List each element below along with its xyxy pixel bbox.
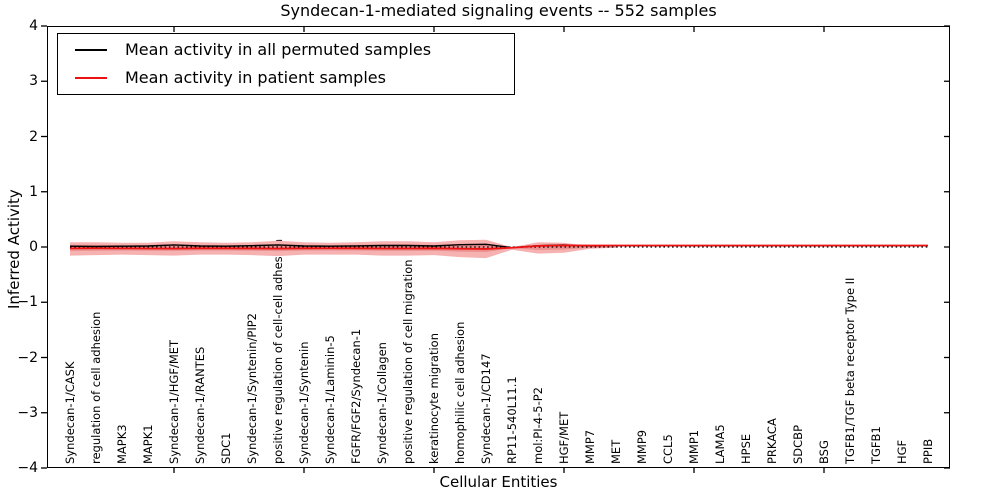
legend-label: Mean activity in all permuted samples (125, 40, 432, 59)
x-category-label: positive regulation of cell migration (401, 259, 415, 464)
y-tick-label: 1 (29, 183, 38, 200)
x-category-label: positive regulation of cell-cell adhesio… (271, 238, 285, 464)
x-category-label: Syndecan-1/Syntenin/PIP2 (245, 313, 259, 464)
y-tick-label: −2 (17, 349, 38, 366)
x-category-label: Syndecan-1/RANTES (193, 346, 207, 464)
x-category-label: Syndecan-1/Laminin-5 (323, 335, 337, 464)
y-tick-label: −4 (17, 460, 38, 476)
x-category-label: Syndecan-1/Syntenin (297, 341, 311, 464)
x-category-label: MET (609, 439, 623, 464)
x-category-label: Syndecan-1/CD147 (479, 353, 493, 464)
legend-line-swatch (75, 49, 107, 51)
legend-item: Mean activity in all permuted samples (58, 39, 514, 61)
x-axis-title: Cellular Entities (439, 473, 558, 491)
legend-line-swatch (75, 77, 107, 79)
x-category-label: PRKACA (765, 418, 779, 464)
x-category-label: FGFR/FGF2/Syndecan-1 (349, 328, 363, 464)
x-category-label: MMP7 (583, 429, 597, 464)
legend-label: Mean activity in patient samples (125, 68, 386, 87)
x-category-label: LAMA5 (713, 424, 727, 464)
x-category-label: PPIB (921, 438, 935, 464)
x-category-label: MAPK1 (141, 424, 155, 464)
y-tick-label: 4 (29, 18, 38, 34)
x-category-label: HGF/MET (557, 411, 571, 464)
x-category-label: MMP1 (687, 429, 701, 464)
y-tick-label: 2 (29, 128, 38, 145)
x-category-label: CCL5 (661, 434, 675, 464)
x-category-label: TGFB1 (869, 426, 883, 464)
x-category-label: HGF (895, 439, 909, 464)
chart-title: Syndecan-1-mediated signaling events -- … (280, 1, 717, 20)
x-category-label: MMP9 (635, 429, 649, 464)
legend: Mean activity in all permuted samples Mea… (57, 33, 515, 95)
x-category-label: Syndecan-1/HGF/MET (167, 339, 181, 464)
y-tick-label: 3 (29, 73, 38, 90)
y-tick-label: −3 (17, 404, 38, 421)
x-category-label: BSG (817, 440, 831, 464)
x-category-label: SDC1 (219, 432, 233, 464)
x-category-label: regulation of cell adhesion (89, 311, 103, 464)
x-category-label: homophilic cell adhesion (453, 321, 467, 464)
x-category-label: MAPK3 (115, 424, 129, 464)
x-category-label: RP11-540L11.1 (505, 376, 519, 464)
x-category-label: TGFB1/TGF beta receptor Type II (843, 277, 857, 464)
x-category-label: keratinocyte migration (427, 333, 441, 464)
x-category-label: Syndecan-1/CASK (63, 361, 77, 464)
legend-item: Mean activity in patient samples (58, 67, 514, 89)
x-category-label: Syndecan-1/Collagen (375, 342, 389, 464)
y-tick-label: 0 (29, 239, 38, 255)
y-tick-label: −1 (17, 294, 38, 311)
x-category-label: mol:PI-4-5-P2 (531, 387, 545, 464)
x-category-label: HPSE (739, 433, 753, 464)
x-category-label: SDCBP (791, 424, 805, 464)
